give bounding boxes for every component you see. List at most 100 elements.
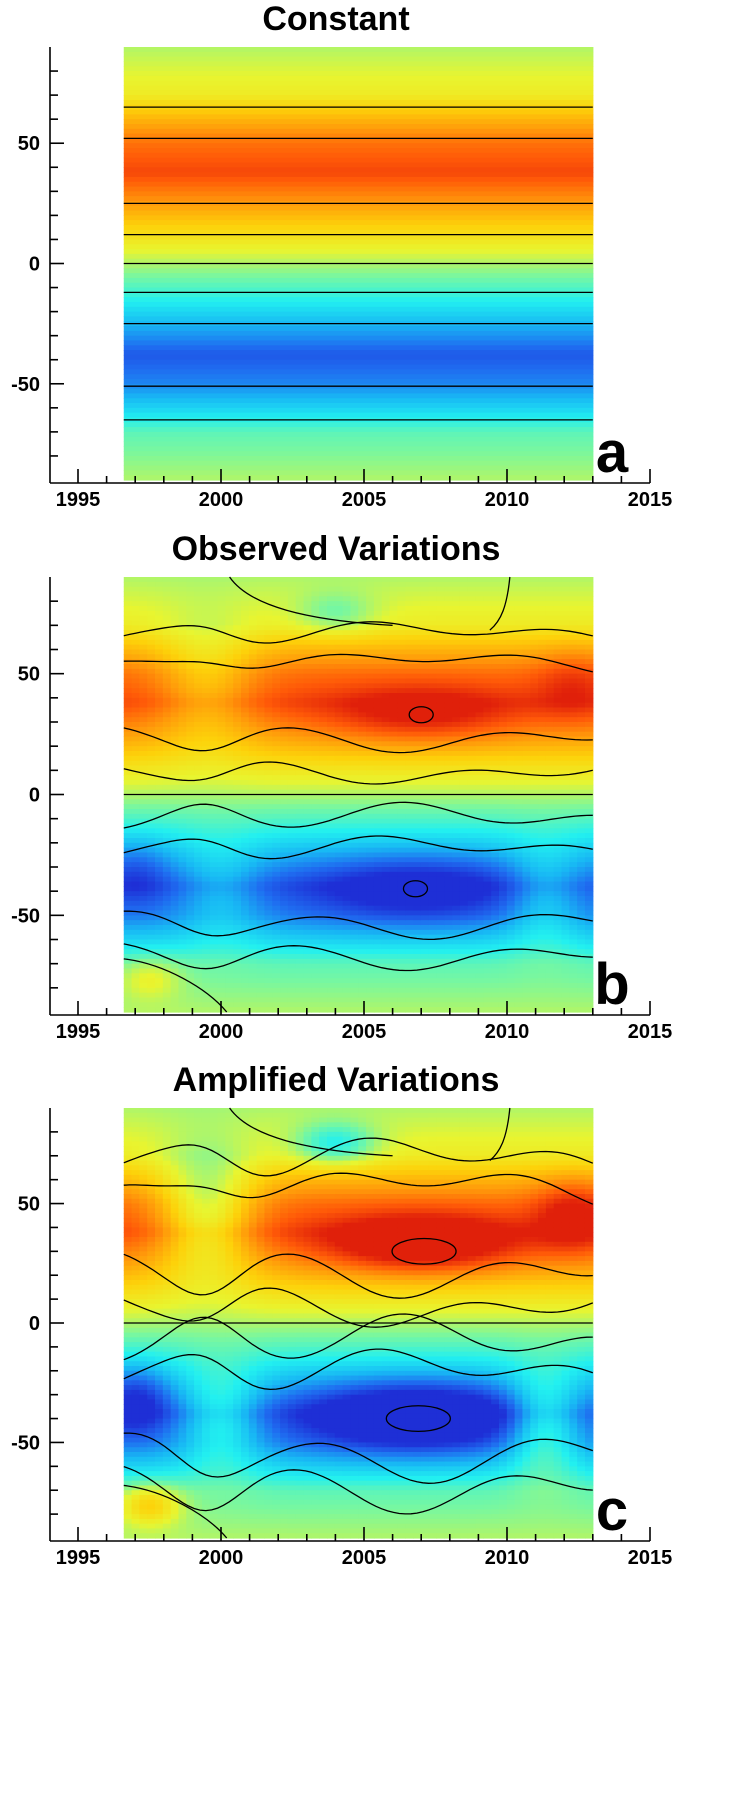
- heatmap-cell: [233, 722, 242, 728]
- heatmap-cell: [373, 741, 383, 747]
- heatmap-cell: [155, 702, 164, 709]
- heatmap-cell: [428, 746, 438, 752]
- heatmap-cell: [233, 615, 242, 622]
- heatmap-cell: [413, 1002, 422, 1008]
- heatmap-cell: [342, 794, 352, 800]
- heatmap-cell: [139, 693, 148, 699]
- heatmap-cell: [225, 983, 234, 989]
- heatmap-cell: [272, 983, 281, 989]
- heatmap-cell: [483, 929, 492, 936]
- heatmap-cell: [413, 784, 422, 791]
- heatmap-cell: [303, 741, 312, 747]
- heatmap-cell: [256, 910, 266, 916]
- heatmap-cell: [272, 596, 281, 602]
- heatmap-cell: [233, 591, 242, 597]
- heatmap-cell: [381, 876, 391, 883]
- heatmap-cell: [123, 833, 133, 839]
- heatmap-cell: [522, 939, 531, 945]
- heatmap-cell: [248, 871, 258, 878]
- heatmap-cell: [295, 929, 305, 936]
- heatmap-cell: [444, 596, 453, 602]
- heatmap-cell: [436, 606, 445, 612]
- heatmap-cell: [327, 920, 336, 926]
- heatmap-cell: [373, 915, 383, 921]
- heatmap-cell: [311, 852, 320, 858]
- heatmap-cell: [522, 760, 531, 767]
- heatmap-cell: [405, 610, 414, 617]
- heatmap-cell: [155, 693, 164, 699]
- heatmap-cell: [264, 958, 273, 965]
- heatmap-cell: [467, 654, 477, 660]
- heatmap-cell: [475, 896, 484, 902]
- heatmap-cell: [225, 847, 234, 854]
- heatmap-cell: [373, 712, 383, 718]
- heatmap-cell: [514, 755, 524, 762]
- heatmap-cell: [201, 968, 211, 974]
- heatmap-cell: [186, 852, 195, 858]
- heatmap-cell: [381, 639, 391, 646]
- heatmap-cell: [444, 620, 453, 626]
- heatmap-cell: [350, 726, 359, 733]
- heatmap-cell: [201, 697, 211, 704]
- heatmap-cell: [217, 702, 226, 709]
- heatmap-cell: [295, 697, 305, 704]
- heatmap-cell: [475, 905, 484, 912]
- heatmap-cell: [538, 920, 547, 926]
- heatmap-cell: [209, 842, 219, 849]
- heatmap-cell: [241, 620, 250, 626]
- heatmap-cell: [397, 905, 406, 912]
- heatmap-cell: [342, 813, 352, 820]
- heatmap-cell: [530, 707, 539, 713]
- heatmap-cell: [366, 891, 375, 897]
- heatmap-cell: [233, 871, 242, 878]
- heatmap-cell: [350, 601, 359, 607]
- heatmap-cell: [342, 1007, 352, 1013]
- heatmap-cell: [241, 958, 250, 965]
- heatmap-cell: [147, 664, 156, 670]
- heatmap-cell: [311, 1007, 320, 1013]
- heatmap-cell: [225, 886, 234, 892]
- heatmap-cell: [272, 717, 281, 723]
- heatmap-cell: [194, 755, 203, 762]
- heatmap-cell: [506, 702, 516, 709]
- heatmap-cell: [514, 963, 524, 970]
- heatmap-cell: [522, 823, 531, 829]
- heatmap-cell: [287, 910, 297, 916]
- heatmap-cell: [444, 760, 453, 767]
- heatmap-cell: [366, 610, 375, 617]
- heatmap-cell: [186, 755, 195, 762]
- heatmap-cell: [186, 1002, 195, 1008]
- heatmap-cell: [256, 794, 266, 800]
- heatmap-cell: [467, 717, 477, 723]
- heatmap-cell: [530, 794, 539, 800]
- heatmap-cell: [264, 867, 273, 873]
- heatmap-cell: [178, 770, 187, 776]
- heatmap-cell: [147, 954, 156, 960]
- heatmap-cell: [194, 775, 203, 781]
- heatmap-cell: [303, 760, 312, 767]
- heatmap-cell: [123, 340, 594, 346]
- heatmap-cell: [436, 620, 445, 626]
- heatmap-cell: [327, 644, 336, 651]
- heatmap-cell: [397, 731, 406, 738]
- heatmap-cell: [194, 586, 203, 593]
- heatmap-cell: [201, 823, 211, 829]
- heatmap-cell: [459, 857, 469, 863]
- heatmap-cell: [350, 644, 359, 651]
- heatmap-cell: [225, 818, 234, 825]
- heatmap-cell: [194, 838, 203, 844]
- heatmap-cell: [436, 775, 445, 781]
- heatmap-cell: [287, 751, 297, 757]
- heatmap-cell: [209, 664, 219, 670]
- heatmap-cell: [272, 635, 281, 641]
- heatmap-cell: [530, 610, 539, 617]
- heatmap-cell: [123, 258, 594, 265]
- heatmap-cell: [303, 751, 312, 757]
- heatmap-cell: [350, 881, 359, 887]
- heatmap-cell: [475, 601, 484, 607]
- heatmap-cell: [225, 654, 234, 660]
- heatmap-cell: [123, 852, 133, 858]
- heatmap-cell: [272, 789, 281, 796]
- heatmap-cell: [405, 1002, 414, 1008]
- heatmap-cell: [139, 992, 148, 999]
